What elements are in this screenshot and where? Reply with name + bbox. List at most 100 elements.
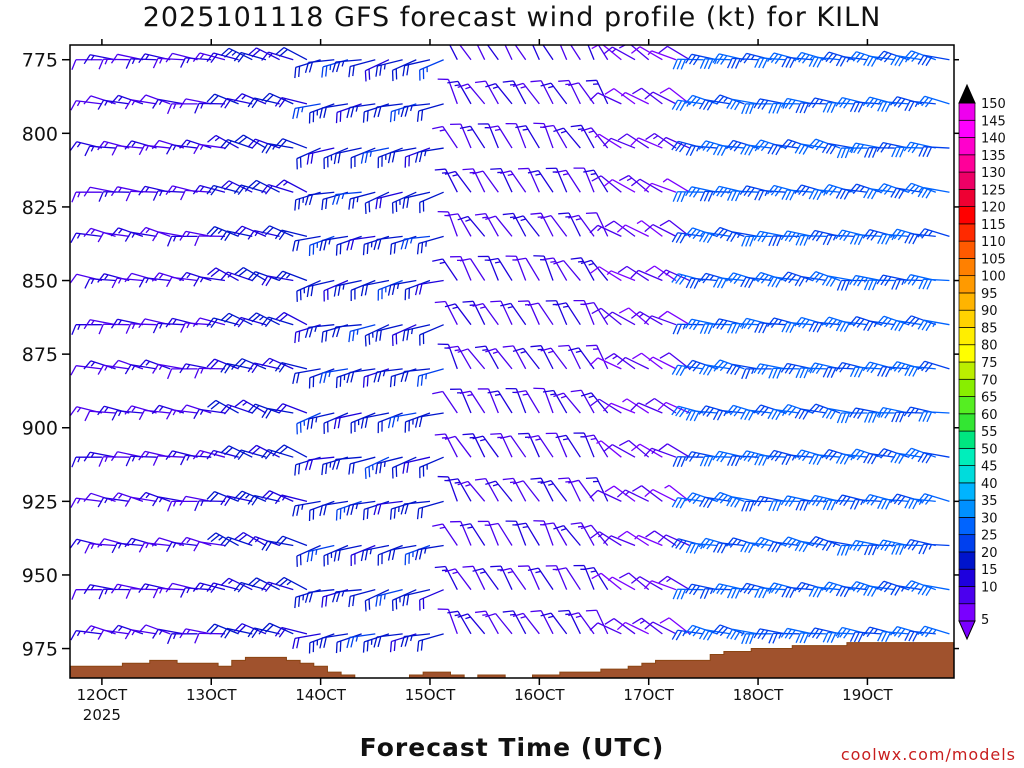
wind-barb-half-flag xyxy=(624,491,630,496)
wind-barb-flag xyxy=(515,125,527,129)
wind-barb-flag xyxy=(726,496,734,507)
wind-barb-flag xyxy=(702,539,711,549)
wind-barb-shaft xyxy=(628,45,650,61)
wind-barb xyxy=(472,45,486,61)
wind-barb xyxy=(319,368,349,384)
wind-barb-shaft xyxy=(349,103,376,109)
wind-barb-shaft xyxy=(550,215,568,237)
wind-barb-flag xyxy=(907,540,915,550)
wind-barb xyxy=(849,631,882,643)
wind-barb-half-flag xyxy=(588,130,595,134)
wind-barb-flag xyxy=(675,274,683,284)
colorbar-label: 105 xyxy=(981,252,1006,267)
wind-barb-flag xyxy=(770,53,779,64)
wind-barb-flag xyxy=(580,259,592,265)
wind-barb xyxy=(527,567,554,591)
wind-barb-flag xyxy=(111,277,118,289)
wind-barb-half-flag xyxy=(117,410,122,417)
wind-barb xyxy=(822,101,854,113)
wind-barb-flag xyxy=(680,456,686,468)
wind-barb-shaft xyxy=(580,257,595,281)
wind-barb xyxy=(795,632,827,644)
wind-barb xyxy=(459,390,486,414)
wind-barb-shaft xyxy=(732,322,759,326)
wind-barb-half-flag xyxy=(227,272,232,278)
wind-barb-flag xyxy=(512,82,524,88)
wind-barb-flag xyxy=(138,227,147,236)
wind-barb-flag xyxy=(780,628,788,638)
colorbar-swatch xyxy=(958,223,976,242)
credit-link[interactable]: coolwx.com/models xyxy=(840,745,1016,764)
wind-barb-shaft xyxy=(365,589,390,602)
wind-barb-flag xyxy=(904,365,911,376)
wind-barb-flag xyxy=(406,462,410,473)
wind-barb-flag xyxy=(321,66,324,78)
wind-barb-half-flag xyxy=(452,306,458,310)
wind-barb-half-flag xyxy=(682,631,687,637)
wind-barb-flag xyxy=(893,627,902,637)
wind-barb-half-flag xyxy=(186,322,190,329)
wind-barb-half-flag xyxy=(795,233,800,239)
wind-barb xyxy=(364,589,390,612)
wind-barb-shaft xyxy=(896,146,923,149)
wind-barb-flag xyxy=(299,289,302,301)
wind-barb-shaft xyxy=(923,584,950,591)
wind-barb-flag xyxy=(925,56,933,67)
wind-barb-flag xyxy=(83,319,91,330)
wind-barb-shaft xyxy=(296,147,321,160)
wind-barb-flag xyxy=(517,300,529,303)
wind-barb-flag xyxy=(770,186,779,196)
colorbar-label: 50 xyxy=(981,442,998,457)
wind-barb-flag xyxy=(794,317,802,327)
wind-barb-flag xyxy=(798,144,806,155)
wind-barb xyxy=(904,365,936,377)
wind-barb-shaft xyxy=(667,310,691,326)
wind-barb-flag xyxy=(772,368,778,379)
wind-barb-flag xyxy=(768,235,774,247)
wind-barb-flag xyxy=(553,524,564,530)
wind-barb-shaft xyxy=(482,568,499,591)
wind-barb-half-flag xyxy=(159,58,163,64)
wind-barb xyxy=(515,257,540,281)
wind-barb-flag xyxy=(753,139,762,149)
wind-barb xyxy=(124,629,157,640)
wind-barb xyxy=(450,123,472,149)
wind-barb-half-flag xyxy=(186,629,191,635)
wind-barb-half-flag xyxy=(217,229,223,234)
wind-barb-flag xyxy=(821,143,829,154)
wind-barb xyxy=(220,97,253,109)
wind-barb-shaft xyxy=(800,408,827,414)
wind-barb-shaft xyxy=(745,276,772,282)
wind-barb xyxy=(306,544,335,563)
wind-barb-flag xyxy=(908,233,915,244)
wind-barb-flag xyxy=(348,198,351,210)
wind-barb-flag xyxy=(165,185,173,196)
wind-barb-flag xyxy=(83,451,91,462)
wind-barb xyxy=(767,541,800,553)
wind-barb-shaft xyxy=(924,493,950,502)
wind-barb xyxy=(794,449,827,462)
wind-barb-shaft xyxy=(376,633,403,638)
wind-barb-shaft xyxy=(199,184,226,193)
wind-barb-flag xyxy=(795,235,802,246)
wind-barb xyxy=(152,496,185,507)
wind-barb-flag xyxy=(310,285,314,297)
wind-barb-flag xyxy=(402,197,406,209)
wind-barb-shaft xyxy=(376,235,403,241)
wind-barb-flag xyxy=(323,504,327,516)
wind-barb-half-flag xyxy=(452,174,458,177)
wind-barb-flag xyxy=(319,240,323,252)
wind-barb xyxy=(768,632,800,644)
wind-barb-flag xyxy=(812,322,819,333)
wind-barb-shaft xyxy=(185,322,212,326)
wind-barb xyxy=(849,366,882,378)
wind-barb-flag xyxy=(408,420,410,432)
wind-barb-flag xyxy=(762,455,769,466)
wind-barb-flag xyxy=(457,480,469,486)
wind-barb xyxy=(753,628,786,640)
wind-barb-flag xyxy=(474,345,486,349)
wind-barb-flag xyxy=(152,99,159,109)
wind-barb-shaft xyxy=(691,542,718,547)
wind-barb-shaft xyxy=(565,302,581,326)
